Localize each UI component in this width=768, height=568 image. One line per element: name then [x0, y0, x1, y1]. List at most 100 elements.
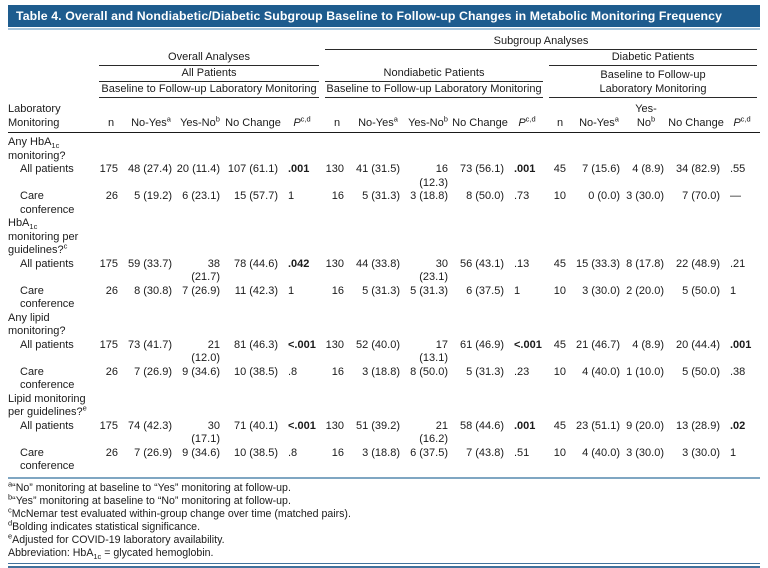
- section-label-row: HbA1c monitoring per guidelines?c: [8, 217, 760, 258]
- table-row-all-patients: All patients 175 48 (27.4) 20 (11.4) 107…: [8, 163, 760, 190]
- cell-n: 26: [105, 446, 118, 459]
- cell-p-value: <.001: [288, 338, 316, 351]
- section-label-row: Any HbA1c monitoring?: [8, 133, 760, 164]
- cell-no-change: 73 (56.1): [459, 163, 504, 175]
- cell-p-value: 1: [514, 284, 521, 297]
- cell-no-change: 10 (38.5): [233, 365, 278, 378]
- cell-n: 130: [325, 257, 344, 270]
- cell-p-value: .13: [514, 257, 530, 270]
- header-subgroup-analyses: Subgroup Analyses: [322, 34, 760, 50]
- section-label-row: Lipid monitoring per guidelines?e: [8, 393, 760, 420]
- cell-no-change: 7 (70.0): [682, 190, 720, 202]
- cell-n: 45: [553, 257, 566, 270]
- cell-no-change: 56 (43.1): [459, 257, 504, 270]
- cell-no-change: 71 (40.1): [233, 419, 278, 432]
- section-label-hba1c-guidelines: HbA1c monitoring per guidelines?c: [8, 217, 79, 256]
- cell-yes-no: 8 (50.0): [410, 365, 448, 378]
- cell-no-yes: 41 (31.5): [355, 163, 400, 175]
- col-header-no-change-overall: No Change: [224, 98, 282, 133]
- col-header-n-nondiabetic: n: [322, 98, 352, 133]
- footnote-b: b“Yes” monitoring at baseline to “No” mo…: [8, 491, 291, 507]
- footnote-e: eAdjusted for COVID-19 laboratory availa…: [8, 530, 225, 546]
- cell-yes-no: 20 (11.4): [176, 163, 220, 175]
- col-header-p-diabetic: Pc,d: [724, 98, 761, 133]
- cell-no-yes: 5 (31.3): [362, 284, 400, 297]
- header-baseline-monitoring-diabetic: Baseline to Follow-up Laboratory Monitor…: [546, 66, 760, 98]
- cell-no-yes: 52 (40.0): [355, 338, 400, 351]
- cell-p-value: .21: [730, 257, 746, 270]
- cell-no-change: 5 (50.0): [682, 284, 720, 297]
- header-nondiabetic-patients: Nondiabetic Patients: [322, 66, 546, 82]
- cell-n: 26: [105, 190, 118, 202]
- cell-no-yes: 3 (18.8): [362, 365, 400, 378]
- section-label-row: Any lipid monitoring?: [8, 312, 760, 339]
- section-label-any-lipid: Any lipid monitoring?: [8, 311, 66, 338]
- cell-p-value: .001: [514, 419, 536, 432]
- footnotes: a“No” monitoring at baseline to “Yes” mo…: [8, 480, 760, 560]
- cell-yes-no: 7 (26.9): [182, 284, 220, 297]
- cell-no-yes: 51 (39.2): [355, 419, 400, 432]
- cell-yes-no: 3 (18.8): [410, 190, 448, 202]
- cell-no-change: 20 (44.4): [675, 338, 720, 351]
- table-row-care-conference: Care conference 26 8 (30.8) 7 (26.9) 11 …: [8, 285, 760, 312]
- header-diabetic-patients: Diabetic Patients: [546, 50, 760, 66]
- cell-no-yes: 5 (19.2): [134, 190, 172, 202]
- cell-p-value: .23: [514, 365, 530, 378]
- title-underline-rule: [8, 28, 760, 30]
- cell-n: 45: [553, 163, 566, 175]
- cell-no-yes: 23 (51.1): [575, 419, 620, 432]
- cell-no-change: 107 (61.1): [227, 163, 278, 175]
- cell-n: 10: [553, 190, 566, 202]
- cell-n: 175: [99, 338, 118, 351]
- cell-yes-no: 9 (34.6): [182, 365, 220, 378]
- col-header-p-overall: Pc,d: [282, 98, 322, 133]
- cell-p-value: .001: [288, 163, 310, 175]
- cell-yes-no: 2 (20.0): [626, 284, 664, 297]
- cell-no-yes: 7 (26.9): [134, 446, 172, 459]
- cell-yes-no: 4 (8.9): [632, 338, 664, 351]
- col-header-no-change-diabetic: No Change: [668, 98, 724, 133]
- cell-n: 175: [99, 257, 118, 270]
- row-label: Care conference: [20, 190, 75, 216]
- cell-yes-no: 3 (30.0): [626, 190, 664, 202]
- col-header-n-overall: n: [96, 98, 126, 133]
- cell-n: 175: [99, 419, 118, 432]
- cell-no-yes: 44 (33.8): [355, 257, 400, 270]
- cell-p-value: 1: [288, 284, 295, 297]
- row-label: All patients: [20, 163, 74, 175]
- cell-no-change: 78 (44.6): [233, 257, 278, 270]
- cell-yes-no: 21 (16.2): [419, 419, 448, 446]
- cell-p-value: .55: [730, 163, 746, 175]
- cell-yes-no: 6 (23.1): [182, 190, 220, 202]
- table-title: Table 4. Overall and Nondiabetic/Diabeti…: [8, 5, 760, 27]
- cell-no-change: 81 (46.3): [233, 338, 278, 351]
- cell-n: 10: [553, 284, 566, 297]
- table-row-care-conference: Care conference 26 7 (26.9) 9 (34.6) 10 …: [8, 366, 760, 393]
- cell-no-yes: 7 (15.6): [582, 163, 620, 175]
- cell-p-value: .001: [730, 338, 752, 351]
- cell-n: 16: [331, 284, 344, 297]
- cell-n: 130: [325, 338, 344, 351]
- cell-no-yes: 4 (40.0): [582, 365, 620, 378]
- header-baseline-monitoring-nondiabetic: Baseline to Follow-up Laboratory Monitor…: [322, 82, 546, 98]
- table-row-care-conference: Care conference 26 7 (26.9) 9 (34.6) 10 …: [8, 447, 760, 474]
- cell-no-change: 22 (48.9): [675, 257, 720, 270]
- cell-no-change: 34 (82.9): [675, 163, 720, 175]
- cell-yes-no: 30 (23.1): [419, 257, 448, 284]
- section-label-any-hba1c: Any HbA1c monitoring?: [8, 136, 66, 162]
- cell-no-change: 7 (43.8): [466, 446, 504, 459]
- cell-no-yes: 0 (0.0): [588, 190, 620, 202]
- cell-no-change: 10 (38.5): [233, 446, 278, 459]
- table-row-all-patients: All patients 175 74 (42.3) 30 (17.1) 71 …: [8, 420, 760, 447]
- cell-p-value: .8: [288, 446, 298, 459]
- cell-yes-no: 30 (17.1): [191, 419, 220, 446]
- cell-p-value: .51: [514, 446, 530, 459]
- row-label: All patients: [20, 419, 74, 432]
- cell-no-change: 5 (31.3): [466, 365, 504, 378]
- cell-yes-no: 9 (20.0): [626, 419, 664, 432]
- cell-no-yes: 4 (40.0): [582, 446, 620, 459]
- cell-no-yes: 3 (30.0): [582, 284, 620, 297]
- cell-p-value: <.001: [514, 338, 542, 351]
- cell-no-yes: 59 (33.7): [127, 257, 172, 270]
- cell-p-value: .8: [288, 365, 298, 378]
